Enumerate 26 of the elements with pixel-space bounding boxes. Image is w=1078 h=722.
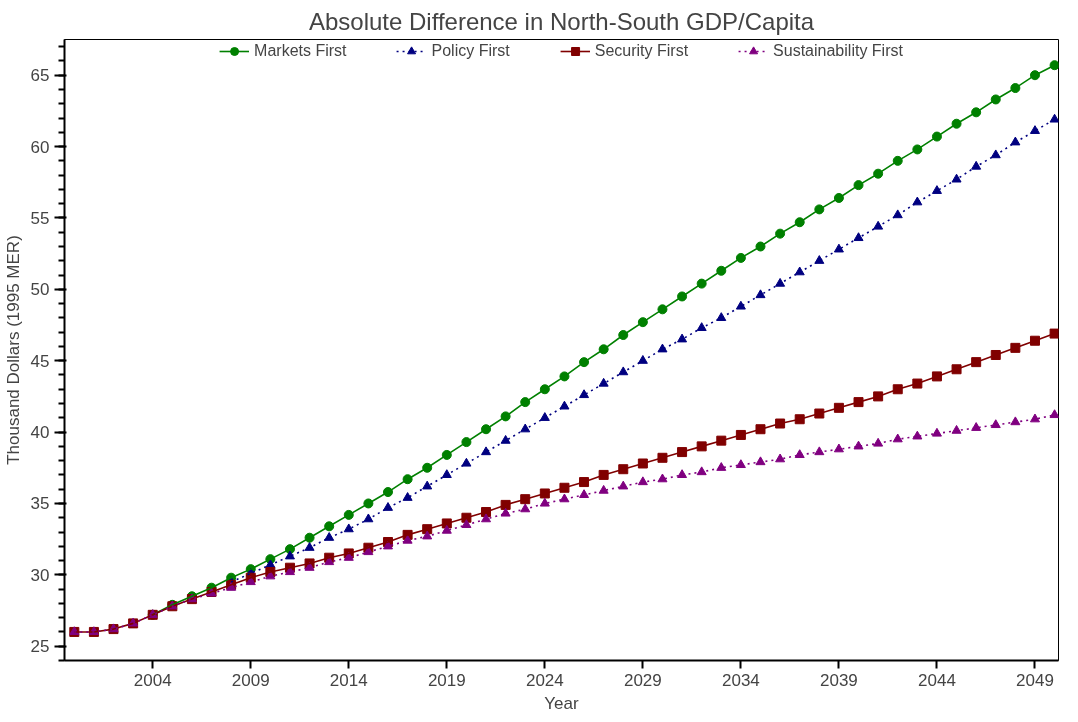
x-tick-label: 2009 [231, 670, 270, 690]
y-tick-label: 65 [30, 66, 50, 86]
x-tick-label: 2044 [918, 670, 956, 690]
y-tick-label: 35 [30, 494, 50, 514]
legend-label: Security First [594, 42, 689, 60]
x-tick-label: 2024 [525, 670, 564, 690]
x-tick-label: 2004 [133, 670, 172, 690]
x-tick-label: 2014 [329, 670, 368, 690]
y-tick-label: 55 [30, 208, 50, 228]
legend-label: Markets First [254, 42, 347, 60]
y-tick-label: 40 [30, 423, 50, 443]
y-tick-label: 45 [30, 351, 50, 371]
x-tick-label: 2029 [623, 670, 662, 690]
legend-label: Policy First [431, 42, 510, 60]
y-tick-label: 50 [30, 280, 50, 300]
x-tick-label: 2019 [427, 670, 466, 690]
y-tick-label: 25 [30, 637, 50, 657]
x-tick-label: 2034 [721, 670, 760, 690]
y-tick-label: 30 [30, 565, 50, 585]
x-tick-label: 2049 [1016, 670, 1054, 690]
legend-label: Sustainability First [773, 42, 903, 60]
chart-title: Absolute Difference in North-South GDP/Capita [308, 7, 815, 35]
x-axis-title: Year [544, 693, 580, 713]
x-tick-label: 2039 [820, 670, 858, 690]
y-tick-label: 60 [30, 137, 50, 157]
y-axis-title: Thousand Dollars (1995 MER) [3, 235, 23, 465]
